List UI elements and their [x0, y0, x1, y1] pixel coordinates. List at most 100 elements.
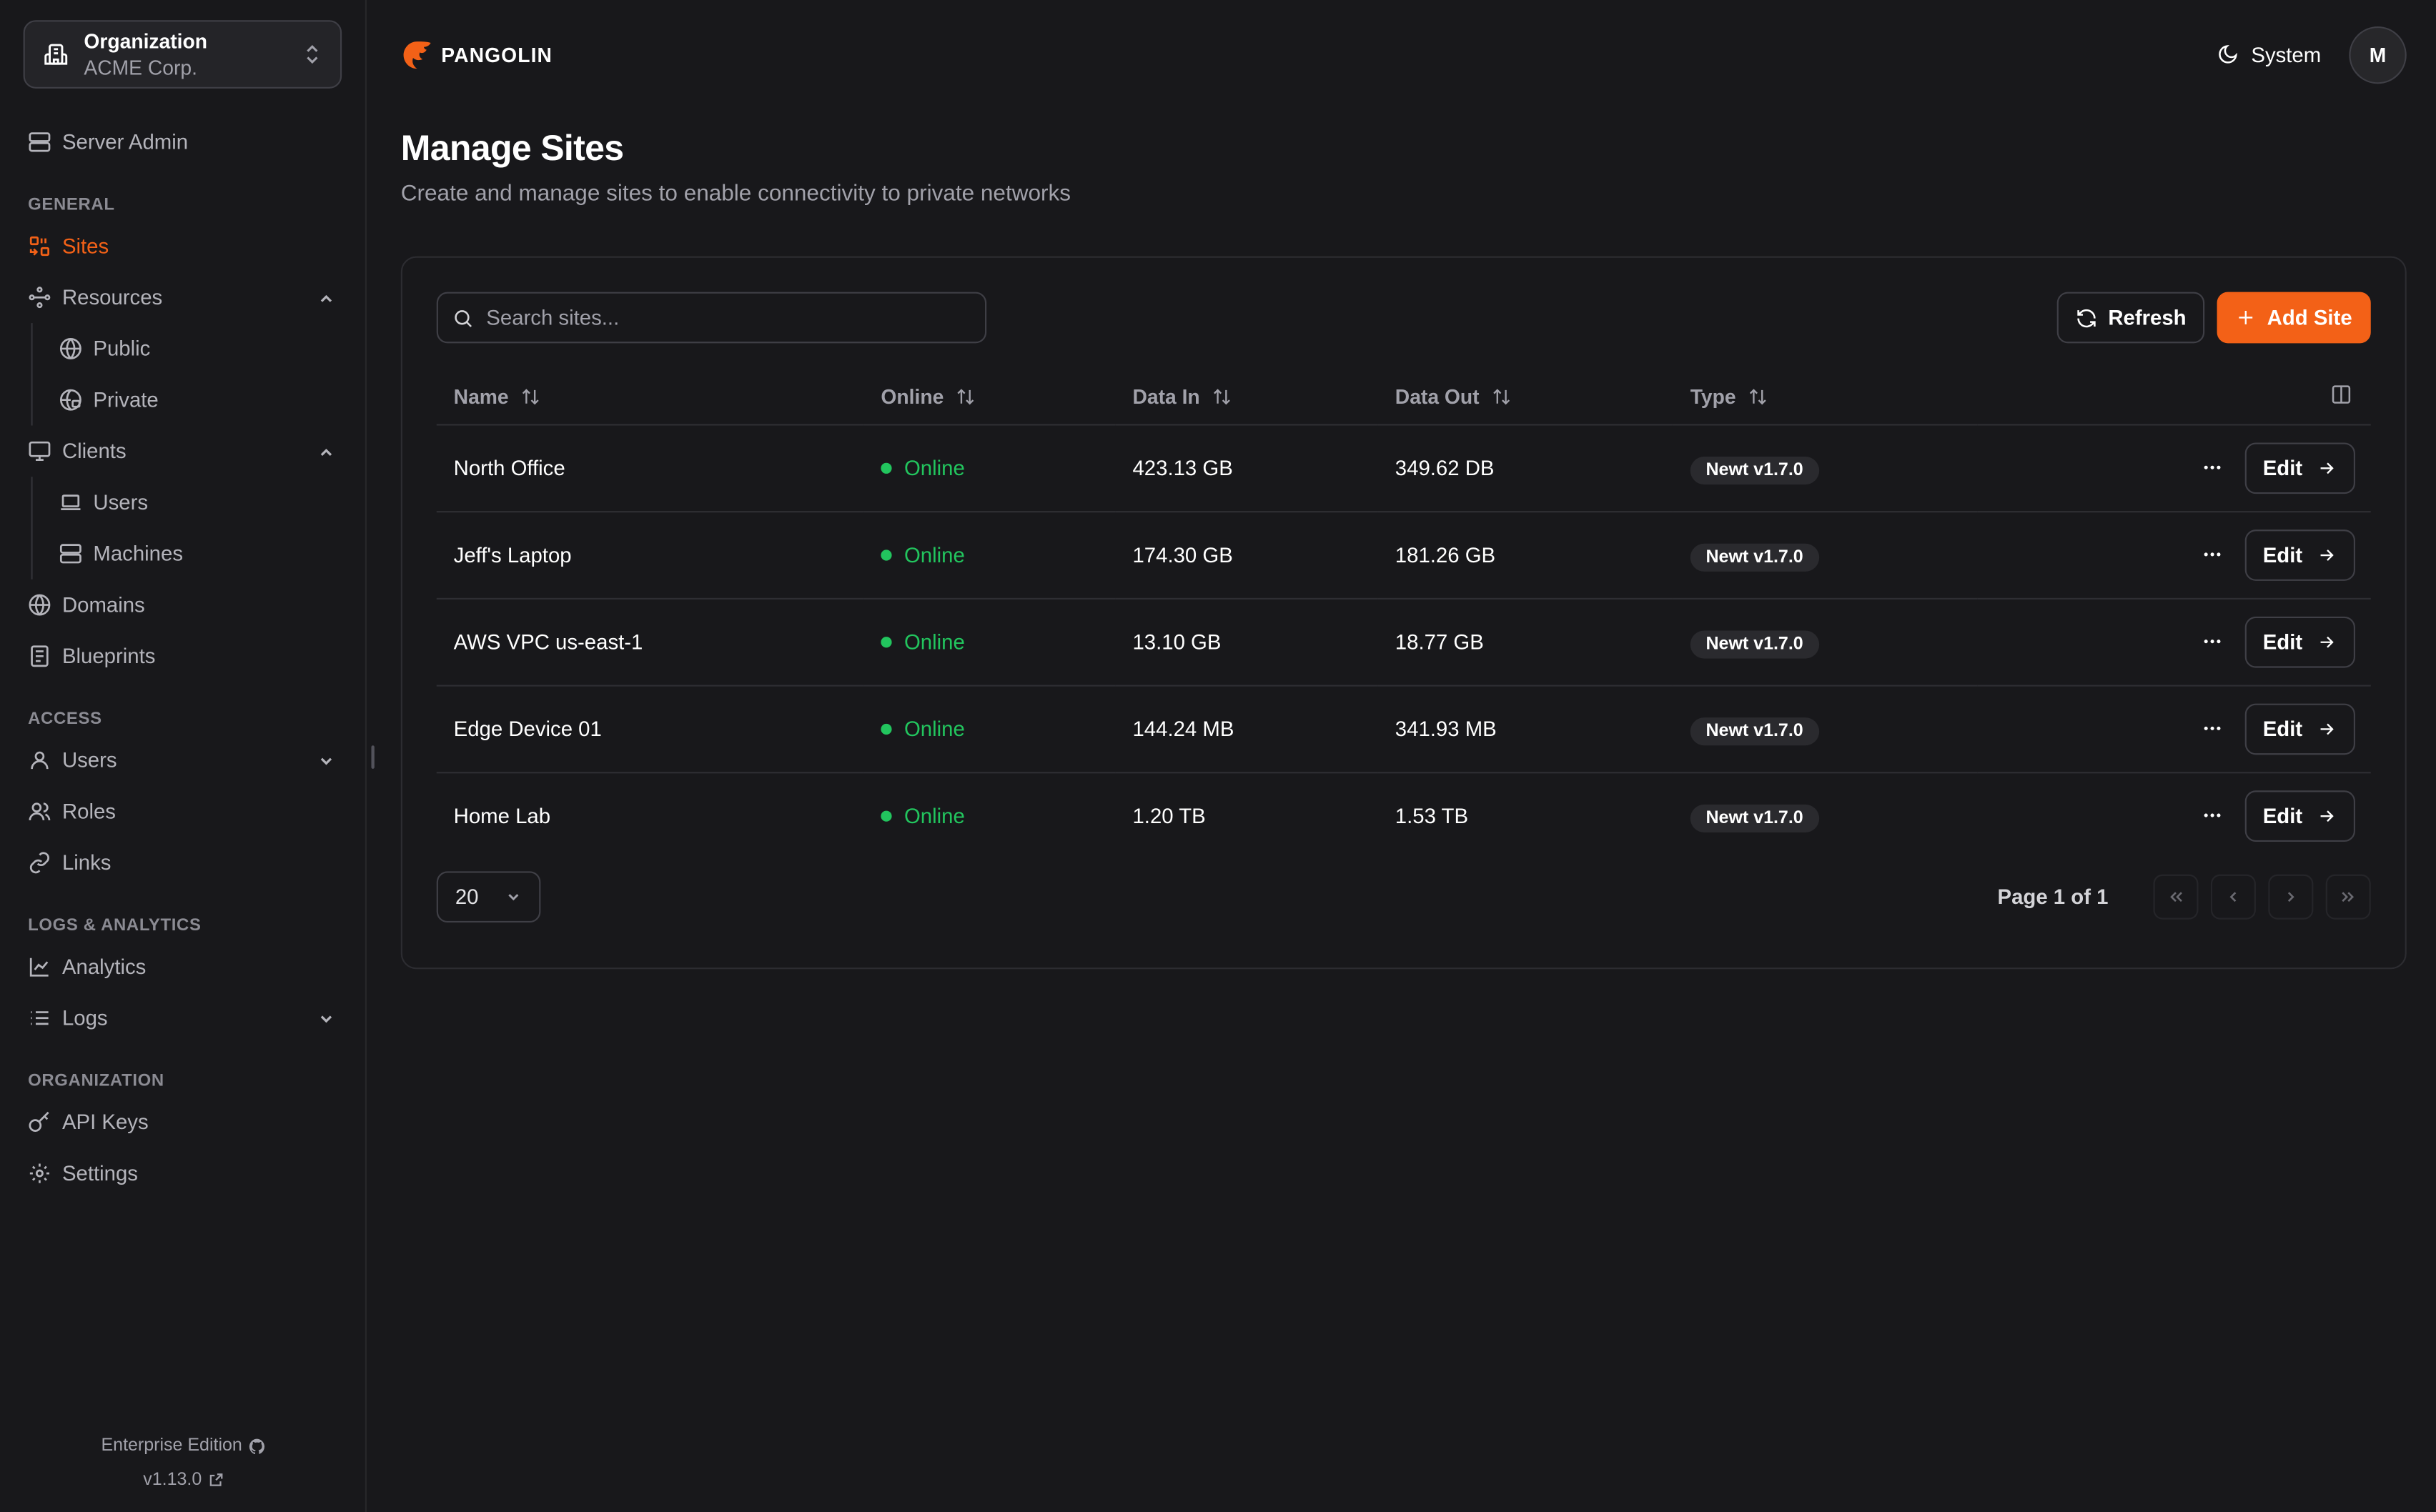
edit-button[interactable]: Edit	[2244, 790, 2356, 842]
theme-label: System	[2251, 42, 2322, 66]
more-actions-button[interactable]	[2201, 630, 2222, 652]
chevron-down-icon[interactable]	[317, 751, 335, 770]
table-row[interactable]: Edge Device 01 Online 144.24 MB 341.93 M…	[436, 685, 2371, 773]
sidebar-item-client-users[interactable]: Users	[54, 477, 342, 528]
sidebar-item-label: Users	[61, 748, 117, 772]
sidebar-resize-handle[interactable]	[371, 745, 375, 769]
sidebar-item-label: Private	[93, 388, 159, 412]
more-actions-button[interactable]	[2201, 805, 2222, 826]
refresh-button[interactable]: Refresh	[2056, 292, 2205, 344]
server-icon	[28, 131, 51, 154]
table-row[interactable]: Jeff's Laptop Online 174.30 GB 181.26 GB…	[436, 511, 2371, 599]
chevrons-up-down-icon	[303, 44, 322, 65]
column-header[interactable]: Data In	[1115, 371, 1378, 425]
sidebar-item-server-admin[interactable]: Server Admin	[24, 116, 342, 168]
file-text-icon	[28, 645, 51, 668]
theme-toggle[interactable]: System	[2217, 42, 2322, 66]
globe-lock-icon	[59, 388, 83, 412]
data-out: 18.77 GB	[1377, 597, 1673, 686]
status-dot	[881, 637, 892, 648]
sidebar-item-logs[interactable]: Logs	[24, 993, 342, 1044]
add-site-label: Add Site	[2267, 306, 2352, 329]
sidebar-item-sites[interactable]: Sites	[24, 221, 342, 272]
last-page-button[interactable]	[2325, 874, 2371, 920]
chevron-right-icon	[2282, 888, 2299, 905]
monitor-icon	[28, 439, 51, 463]
status-online: Online	[881, 544, 965, 567]
gear-icon	[28, 1162, 51, 1185]
first-page-button[interactable]	[2153, 874, 2199, 920]
edit-button[interactable]: Edit	[2244, 702, 2356, 755]
data-in: 1.20 TB	[1132, 804, 1206, 827]
search-input[interactable]	[486, 306, 971, 329]
site-name: Home Lab	[453, 804, 551, 827]
brand-logo[interactable]: PANGOLIN	[401, 38, 553, 71]
list-icon	[28, 1006, 51, 1030]
sidebar-item-roles[interactable]: Roles	[24, 786, 342, 837]
edition-link[interactable]: Enterprise Edition	[102, 1429, 266, 1463]
refresh-label: Refresh	[2108, 306, 2187, 329]
data-in: 174.30 GB	[1115, 511, 1378, 599]
column-header[interactable]: Name	[436, 371, 864, 425]
table-row[interactable]: AWS VPC us-east-1 Online 13.10 GB 18.77 …	[436, 597, 2371, 686]
page-size-select[interactable]: 20	[436, 871, 541, 923]
status-dot	[881, 811, 892, 822]
more-actions-button[interactable]	[2201, 717, 2222, 739]
org-switcher[interactable]: Organization ACME Corp.	[23, 20, 342, 89]
column-header[interactable]: Data Out	[1377, 371, 1673, 425]
sidebar-item-blueprints[interactable]: Blueprints	[24, 630, 342, 682]
edit-label: Edit	[2262, 804, 2303, 827]
sidebar-item-label: Resources	[61, 285, 163, 309]
plus-icon	[2236, 307, 2256, 327]
sort-icon	[956, 387, 976, 407]
edit-label: Edit	[2262, 630, 2303, 653]
column-header[interactable]: Online	[863, 371, 1116, 425]
sidebar-item-settings[interactable]: Settings	[24, 1148, 342, 1199]
key-icon	[28, 1110, 51, 1134]
sort-icon	[1212, 387, 1232, 407]
sidebar-item-clients[interactable]: Clients	[24, 426, 342, 477]
edit-button[interactable]: Edit	[2244, 442, 2356, 494]
chevron-up-icon[interactable]	[317, 288, 335, 307]
sidebar-item-machines[interactable]: Machines	[54, 528, 342, 580]
chevron-up-icon[interactable]	[317, 442, 335, 460]
next-page-button[interactable]	[2268, 874, 2314, 920]
org-label: Organization	[84, 29, 208, 53]
sidebar-item-resources[interactable]: Resources	[24, 272, 342, 323]
edit-button[interactable]: Edit	[2244, 615, 2356, 667]
more-actions-button[interactable]	[2201, 544, 2222, 565]
chevron-down-icon[interactable]	[317, 1009, 335, 1028]
column-label: Data Out	[1395, 385, 1480, 409]
sidebar-item-private[interactable]: Private	[54, 374, 342, 426]
status-dot	[881, 723, 892, 735]
external-link-icon	[208, 1472, 224, 1488]
type-badge: Newt v1.7.0	[1690, 455, 1819, 484]
more-actions-button[interactable]	[2201, 457, 2222, 478]
data-in: 423.13 GB	[1115, 424, 1378, 512]
table-row[interactable]: Home Lab Online 1.20 TB 1.53 TB Newt v1.…	[437, 772, 2371, 859]
sidebar-item-analytics[interactable]: Analytics	[24, 941, 342, 993]
section-logs: LOGS & ANALYTICS	[28, 916, 202, 935]
sidebar-item-domains[interactable]: Domains	[24, 580, 342, 631]
sidebar-item-public[interactable]: Public	[54, 323, 342, 374]
edit-label: Edit	[2262, 455, 2303, 479]
avatar[interactable]: M	[2349, 25, 2407, 84]
sidebar-item-api-keys[interactable]: API Keys	[24, 1096, 342, 1148]
page-description: Create and manage sites to enable connec…	[400, 181, 1071, 207]
column-header[interactable]: Type	[1673, 371, 1979, 425]
table-row[interactable]: North Office Online 423.13 GB 349.62 DB …	[436, 424, 2371, 512]
sidebar-item-label: Roles	[61, 800, 116, 823]
type-badge: Newt v1.7.0	[1690, 804, 1819, 832]
add-site-button[interactable]: Add Site	[2217, 292, 2371, 344]
sidebar-item-links[interactable]: Links	[24, 837, 342, 889]
version-link[interactable]: v1.13.0	[143, 1463, 223, 1497]
sidebar-item-users[interactable]: Users	[24, 735, 342, 786]
columns-icon	[2330, 384, 2352, 405]
edit-button[interactable]: Edit	[2244, 529, 2356, 580]
prev-page-button[interactable]	[2210, 874, 2256, 920]
column-toggle[interactable]	[1978, 371, 2371, 425]
sidebar-item-label: Settings	[61, 1161, 138, 1185]
column-label: Type	[1690, 385, 1736, 409]
search-field[interactable]	[436, 292, 987, 344]
arrow-right-icon	[2317, 544, 2337, 564]
